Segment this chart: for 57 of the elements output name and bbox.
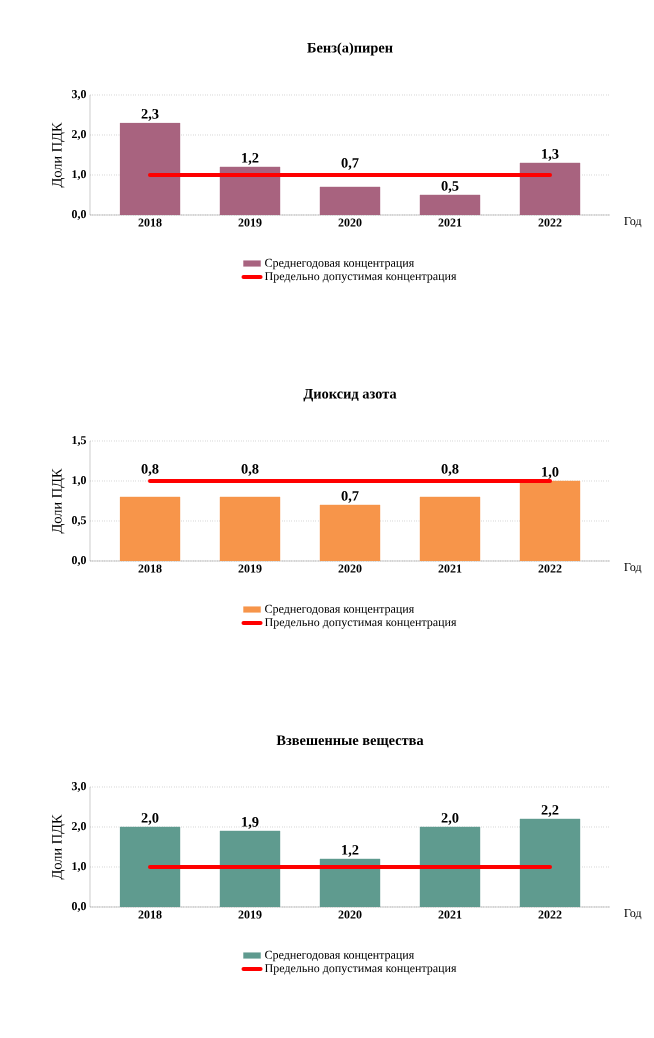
x-axis-title: Год [624, 909, 642, 920]
chart-title: Бенз(а)пирен [307, 42, 393, 56]
data-label: 1,9 [242, 817, 259, 829]
y-tick-label: 1,0 [72, 170, 86, 180]
data-label: 0,7 [341, 157, 359, 170]
legend-label: Предельно допустимая концентрация [264, 272, 457, 283]
data-label: 2,0 [141, 812, 159, 825]
data-label: 1,0 [542, 466, 559, 479]
data-label: 1,2 [342, 845, 359, 857]
legend-label: Предельно допустимая концентрация [264, 964, 457, 975]
x-tick-label: 2018 [138, 564, 162, 573]
x-tick-label: 2018 [138, 218, 162, 227]
x-tick-label: 2020 [338, 910, 362, 919]
y-tick-label: 1,5 [72, 436, 87, 446]
x-tick-label: 2022 [538, 910, 562, 919]
x-tick-label: 2021 [438, 910, 462, 919]
x-tick-label: 2022 [538, 564, 562, 573]
legend-label: Среднегодовая концентрация [265, 950, 415, 962]
y-tick-label: 2,0 [71, 822, 86, 832]
x-axis-title: Год [624, 217, 642, 228]
data-label: 2,2 [541, 805, 559, 817]
data-label: 0,8 [441, 463, 459, 476]
x-tick-label: 2020 [338, 564, 362, 573]
data-label: 2,3 [141, 109, 159, 121]
y-tick-label: 0,5 [71, 516, 87, 526]
x-tick-label: 2021 [438, 564, 462, 573]
legend-label: Среднегодовая концентрация [265, 604, 415, 616]
x-tick-label: 2019 [238, 218, 262, 227]
y-tick-label: 0,0 [71, 210, 86, 220]
x-tick-label: 2022 [538, 218, 562, 227]
data-label: 2,0 [441, 812, 459, 825]
y-tick-label: 2,0 [71, 130, 86, 140]
y-tick-label: 0,0 [71, 902, 86, 912]
data-label: 0,8 [141, 463, 159, 476]
y-tick-label: 1,0 [72, 476, 86, 486]
legend-label: Предельно допустимая концентрация [264, 618, 457, 629]
chart-title: Диоксид азота [303, 388, 397, 402]
data-label: 1,2 [242, 153, 259, 165]
x-axis-title: Год [624, 563, 642, 574]
y-axis-title: Доли ПДК [52, 122, 65, 188]
x-tick-label: 2020 [338, 218, 362, 227]
data-label: 0,8 [241, 463, 259, 476]
x-tick-label: 2019 [238, 910, 262, 919]
data-label: 0,5 [441, 180, 459, 193]
y-axis-title: Доли ПДК [52, 814, 65, 880]
y-tick-label: 3,0 [71, 782, 86, 792]
x-tick-label: 2018 [138, 910, 162, 919]
y-tick-label: 3,0 [71, 90, 86, 100]
y-tick-label: 0,0 [71, 556, 86, 566]
data-label: 0,7 [341, 490, 359, 503]
chart-title: Взвешенные вещества [276, 735, 424, 748]
x-tick-label: 2019 [238, 564, 262, 573]
legend-label: Среднегодовая концентрация [265, 258, 415, 270]
x-tick-label: 2021 [438, 218, 462, 227]
y-axis-title: Доли ПДК [52, 468, 65, 534]
y-tick-label: 1,0 [72, 862, 86, 872]
data-label: 1,3 [542, 149, 559, 161]
